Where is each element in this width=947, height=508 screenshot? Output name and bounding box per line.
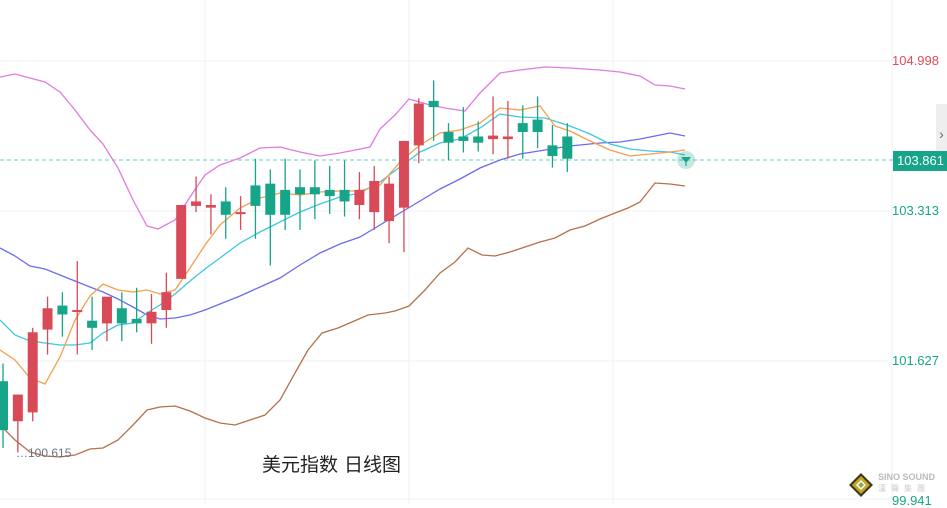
- candle-body[interactable]: [191, 201, 202, 206]
- candle-body[interactable]: [57, 305, 68, 315]
- chart-title: 美元指数 日线图: [262, 454, 402, 476]
- candle-body[interactable]: [176, 205, 187, 279]
- candle-body[interactable]: [220, 201, 231, 215]
- boll-upper-line: [0, 66, 686, 230]
- candle-body[interactable]: [517, 123, 528, 133]
- candle-body[interactable]: [398, 140, 409, 208]
- candle-body[interactable]: [354, 189, 365, 206]
- candle-body[interactable]: [324, 189, 335, 197]
- candle-body[interactable]: [265, 183, 276, 215]
- grid: [0, 0, 893, 505]
- candle-body[interactable]: [250, 185, 261, 206]
- low-price-value: 100.615: [28, 446, 72, 460]
- candle-body[interactable]: [339, 189, 350, 202]
- brand-sub: 漢聲集團: [878, 484, 930, 493]
- candle-body[interactable]: [161, 292, 172, 311]
- y-axis-label-103313: 103.313: [892, 203, 939, 218]
- candle-body[interactable]: [27, 332, 38, 413]
- current-price-marker: [677, 151, 695, 169]
- brand-name: SINO SOUND: [878, 472, 936, 482]
- ma5-line: [0, 105, 686, 385]
- candle-body[interactable]: [87, 320, 98, 328]
- brand-logo: SINO SOUND 漢聲集團: [848, 472, 943, 500]
- candle-body[interactable]: [42, 308, 53, 330]
- candle-body[interactable]: [101, 296, 112, 324]
- candle-body[interactable]: [205, 205, 216, 208]
- candle-body[interactable]: [131, 318, 142, 324]
- candle-body[interactable]: [116, 308, 127, 324]
- candles-group: [0, 80, 573, 453]
- candle-body[interactable]: [280, 189, 291, 215]
- candle-body[interactable]: [369, 180, 380, 213]
- candle-body[interactable]: [146, 311, 157, 324]
- boll-lower-line: [0, 182, 686, 458]
- candle-body[interactable]: [502, 136, 513, 140]
- candle-body[interactable]: [458, 136, 469, 141]
- candle-body[interactable]: [413, 103, 424, 146]
- candle-body[interactable]: [295, 187, 305, 195]
- low-price-annotation: …100.615: [16, 446, 72, 460]
- candle-body[interactable]: [72, 310, 83, 313]
- collapse-panel-button[interactable]: ›: [936, 104, 947, 164]
- y-axis-label-101627: 101.627: [892, 353, 939, 368]
- ma20-line: [0, 132, 686, 320]
- y-axis-label-top: 104.998: [892, 53, 939, 68]
- candle-body[interactable]: [488, 135, 499, 140]
- candle-body[interactable]: [532, 119, 543, 133]
- candle-body[interactable]: [428, 100, 439, 108]
- candle-body[interactable]: [473, 136, 484, 143]
- candle-body[interactable]: [235, 212, 246, 215]
- candle-body[interactable]: [562, 136, 573, 159]
- diamond-logo-icon: [849, 473, 873, 497]
- candle-body[interactable]: [12, 394, 23, 422]
- candle-body[interactable]: [547, 145, 558, 157]
- candle-body[interactable]: [309, 187, 320, 195]
- candle-body[interactable]: [443, 132, 454, 143]
- candle-body[interactable]: [384, 183, 395, 222]
- candle-body[interactable]: [0, 381, 8, 431]
- y-axis-label-bottom: 99.941: [892, 493, 932, 508]
- current-price-badge: 103.861: [893, 151, 947, 171]
